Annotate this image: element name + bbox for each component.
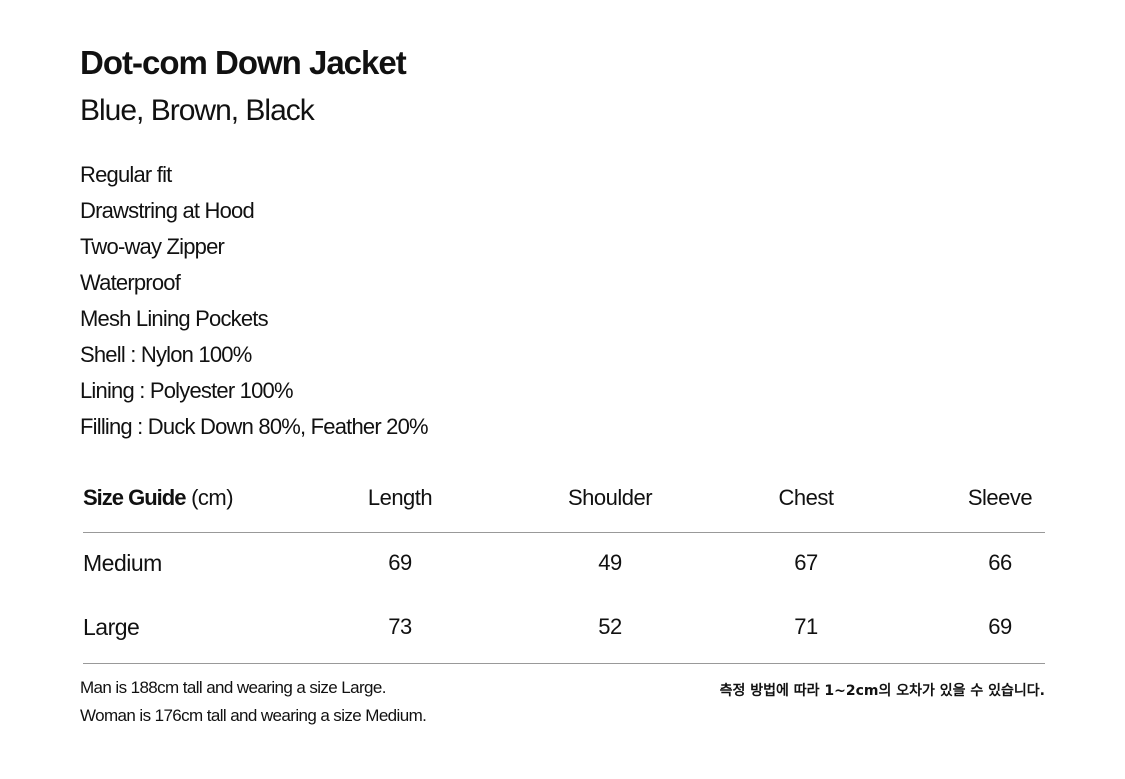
product-title: Dot-com Down Jacket [80,44,407,81]
spec-item: Shell : Nylon 100% [80,342,252,367]
size-label: Medium [83,550,162,576]
divider [83,663,1045,664]
spec-item: Regular fit [80,162,172,187]
cell-value: 66 [988,550,1012,575]
cell-value: 67 [794,550,818,575]
cell-value: 49 [598,550,622,575]
cell-value: 52 [598,614,622,639]
spec-item: Two-way Zipper [80,234,225,259]
column-header: Shoulder [567,485,653,510]
spec-item: Drawstring at Hood [80,198,255,223]
model-info-woman: Woman is 176cm tall and wearing a size M… [80,706,427,725]
table-row: Medium 69 49 67 66 [83,550,1045,586]
divider [83,532,1045,533]
column-header: Length [367,485,433,510]
table-row: Large 73 52 71 69 [83,614,1045,650]
table-header: Size Guide (cm) Length Shoulder Chest Sl… [83,485,1045,521]
spec-item: Waterproof [80,270,181,295]
measurement-note: 측정 방법에 따라 1~2cm의 오차가 있을 수 있습니다. [719,683,1045,699]
cell-value: 71 [794,614,818,639]
size-label: Large [83,614,140,640]
column-header: Sleeve [967,485,1033,510]
cell-value: 73 [388,614,412,639]
size-guide-heading: Size Guide (cm) [83,485,234,510]
spec-item: Filling : Duck Down 80%, Feather 20% [80,414,429,439]
column-header: Chest [778,485,834,510]
spec-list: Regular fit Drawstring at Hood Two-way Z… [80,160,429,448]
model-info-man: Man is 188cm tall and wearing a size Lar… [80,678,386,697]
product-colors: Blue, Brown, Black [80,94,315,127]
cell-value: 69 [388,550,412,575]
spec-item: Lining : Polyester 100% [80,378,294,403]
cell-value: 69 [988,614,1012,639]
spec-item: Mesh Lining Pockets [80,306,269,331]
